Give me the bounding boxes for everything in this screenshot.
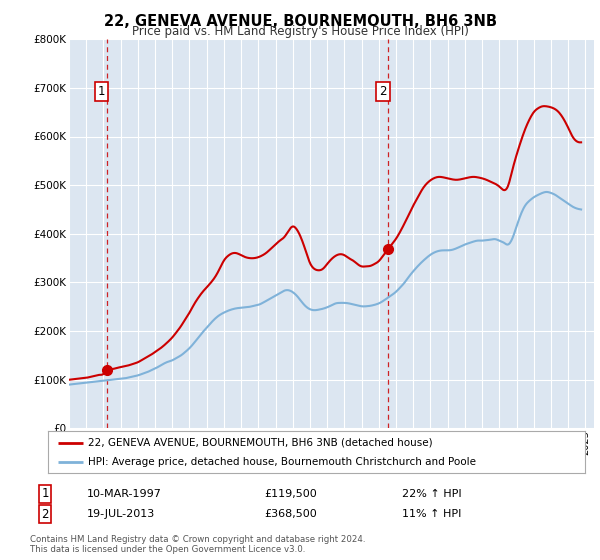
Text: 10-MAR-1997: 10-MAR-1997 [87, 489, 162, 499]
Text: 2: 2 [379, 85, 387, 98]
Text: HPI: Average price, detached house, Bournemouth Christchurch and Poole: HPI: Average price, detached house, Bour… [88, 457, 476, 467]
Text: 19-JUL-2013: 19-JUL-2013 [87, 509, 155, 519]
Text: 22, GENEVA AVENUE, BOURNEMOUTH, BH6 3NB: 22, GENEVA AVENUE, BOURNEMOUTH, BH6 3NB [104, 14, 497, 29]
Text: 11% ↑ HPI: 11% ↑ HPI [402, 509, 461, 519]
Text: 1: 1 [98, 85, 105, 98]
Text: 1: 1 [41, 487, 49, 501]
Text: Contains HM Land Registry data © Crown copyright and database right 2024.
This d: Contains HM Land Registry data © Crown c… [30, 535, 365, 554]
Text: £119,500: £119,500 [264, 489, 317, 499]
Text: 22% ↑ HPI: 22% ↑ HPI [402, 489, 461, 499]
Text: 22, GENEVA AVENUE, BOURNEMOUTH, BH6 3NB (detached house): 22, GENEVA AVENUE, BOURNEMOUTH, BH6 3NB … [88, 437, 433, 447]
Text: Price paid vs. HM Land Registry's House Price Index (HPI): Price paid vs. HM Land Registry's House … [131, 25, 469, 38]
Text: 2: 2 [41, 507, 49, 521]
Text: £368,500: £368,500 [264, 509, 317, 519]
